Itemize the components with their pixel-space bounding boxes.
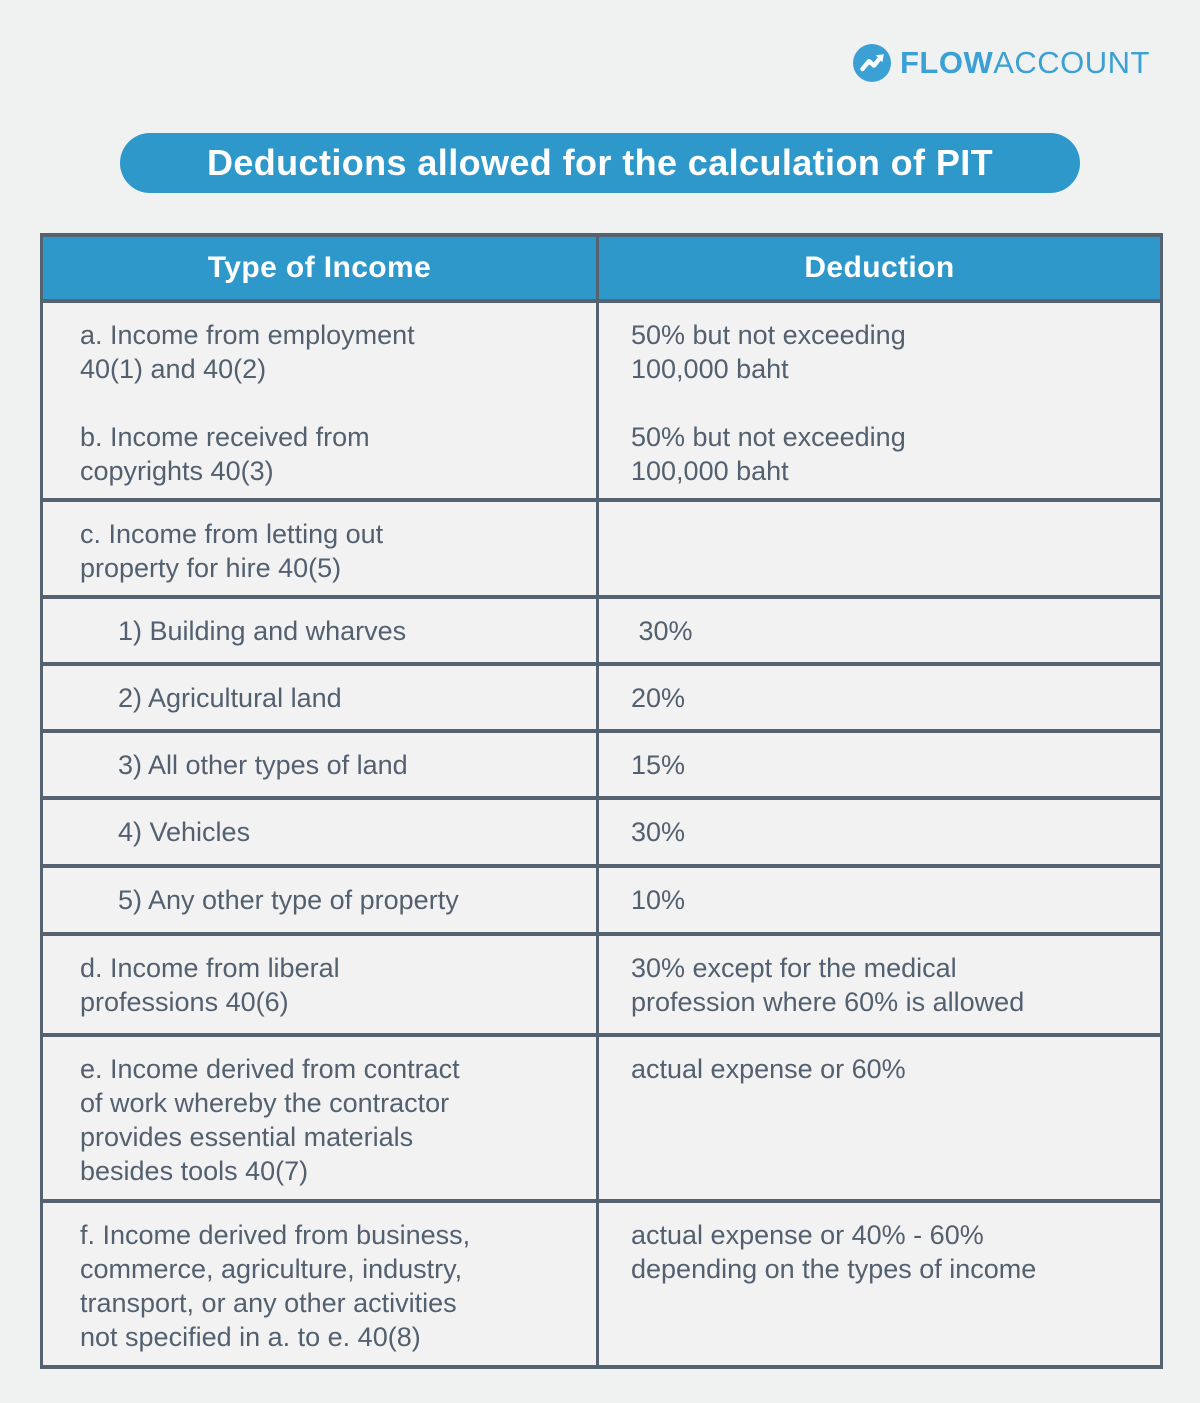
table-row-c1: 1) Building and wharves 30% xyxy=(40,595,1163,666)
deduction-item-a: 50% but not exceeding 100,000 baht xyxy=(631,318,1148,386)
income-cell: f. Income derived from business, commerc… xyxy=(40,1199,599,1369)
brand-account: ACCOUNT xyxy=(993,45,1150,80)
cell-line: 40(1) and 40(2) xyxy=(80,354,267,384)
table-row-c: c. Income from letting out property for … xyxy=(40,498,1163,599)
deduction-item-b: 50% but not exceeding 100,000 baht xyxy=(631,420,1148,488)
cell-line: 15% xyxy=(631,749,686,780)
deductions-table: Type of Income Deduction a. Income from … xyxy=(40,233,1163,1369)
cell-line: 20% xyxy=(631,682,686,713)
cell-line: c. Income from letting out xyxy=(80,519,384,549)
cell-line: commerce, agriculture, industry, xyxy=(80,1254,463,1284)
cell-line: 4) Vehicles xyxy=(118,817,251,847)
cell-line: actual expense or 60% xyxy=(631,1054,906,1084)
cell-line: provides essential materials xyxy=(80,1122,414,1152)
table-row-a-b: a. Income from employment 40(1) and 40(2… xyxy=(40,299,1163,502)
income-cell: d. Income from liberal professions 40(6) xyxy=(40,932,599,1037)
page-title: Deductions allowed for the calculation o… xyxy=(206,142,994,183)
deduction-cell: 20% xyxy=(596,662,1163,733)
cell-line: 50% but not exceeding xyxy=(631,422,906,452)
cell-line: 10% xyxy=(631,885,686,915)
cell-line: 100,000 baht xyxy=(631,354,789,384)
cell-line: professions 40(6) xyxy=(80,987,289,1017)
deduction-cell: 30% except for the medical profession wh… xyxy=(596,932,1163,1037)
table-row-e: e. Income derived from contract of work … xyxy=(40,1033,1163,1203)
income-cell: 3) All other types of land xyxy=(40,729,599,800)
page-title-banner: Deductions allowed for the calculation o… xyxy=(120,133,1080,193)
cell-line: 100,000 baht xyxy=(631,456,789,486)
flowaccount-logo: FLOWACCOUNT xyxy=(852,44,1150,82)
cell-line: e. Income derived from contract xyxy=(80,1054,460,1084)
table-row-c4: 4) Vehicles 30% xyxy=(40,796,1163,868)
cell-line: f. Income derived from business, xyxy=(80,1220,471,1250)
cell-line: 3) All other types of land xyxy=(118,749,408,780)
column-header-deduction: Deduction xyxy=(596,233,1163,303)
income-cell: a. Income from employment 40(1) and 40(2… xyxy=(40,299,599,502)
table-row-f: f. Income derived from business, commerc… xyxy=(40,1199,1163,1369)
cell-line: b. Income received from xyxy=(80,422,370,452)
cell-line: transport, or any other activities xyxy=(80,1288,457,1318)
cell-line: 30% xyxy=(631,615,693,646)
cell-line: 30% xyxy=(631,817,686,847)
cell-line: 1) Building and wharves xyxy=(118,615,407,646)
cell-line: copyrights 40(3) xyxy=(80,456,274,486)
deduction-cell: 50% but not exceeding 100,000 baht 50% b… xyxy=(596,299,1163,502)
cell-line: property for hire 40(5) xyxy=(80,553,342,583)
income-cell: e. Income derived from contract of work … xyxy=(40,1033,599,1203)
cell-line: a. Income from employment xyxy=(80,320,415,350)
income-item-b: b. Income received from copyrights 40(3) xyxy=(80,420,584,488)
income-cell: c. Income from letting out property for … xyxy=(40,498,599,599)
income-cell: 1) Building and wharves xyxy=(40,595,599,666)
deduction-cell: actual expense or 40% - 60% depending on… xyxy=(596,1199,1163,1369)
cell-line: besides tools 40(7) xyxy=(80,1156,309,1186)
trend-up-arrow-icon xyxy=(852,44,891,82)
deduction-cell: 30% xyxy=(596,796,1163,868)
cell-line: 30% except for the medical xyxy=(631,953,957,983)
header-row: Type of Income Deduction xyxy=(40,233,1163,303)
table-row-c5: 5) Any other type of property 10% xyxy=(40,864,1163,936)
cell-line: profession where 60% is allowed xyxy=(631,987,1025,1017)
cell-line: 2) Agricultural land xyxy=(118,682,342,713)
income-cell: 4) Vehicles xyxy=(40,796,599,868)
cell-line: depending on the types of income xyxy=(631,1254,1037,1284)
deduction-cell: 10% xyxy=(596,864,1163,936)
deduction-cell: actual expense or 60% xyxy=(596,1033,1163,1203)
cell-line: d. Income from liberal xyxy=(80,953,340,983)
cell-line: of work whereby the contractor xyxy=(80,1088,450,1118)
income-cell: 2) Agricultural land xyxy=(40,662,599,733)
deduction-cell xyxy=(596,498,1163,599)
brand-flow: FLOW xyxy=(899,45,994,80)
cell-line: 5) Any other type of property xyxy=(118,885,459,915)
deduction-cell: 30% xyxy=(596,595,1163,666)
income-cell: 5) Any other type of property xyxy=(40,864,599,936)
cell-line: actual expense or 40% - 60% xyxy=(631,1220,984,1250)
deduction-cell: 15% xyxy=(596,729,1163,800)
cell-line: 50% but not exceeding xyxy=(631,320,906,350)
table-row-c3: 3) All other types of land 15% xyxy=(40,729,1163,800)
table-row-c2: 2) Agricultural land 20% xyxy=(40,662,1163,733)
brand-wordmark: FLOWACCOUNT xyxy=(900,45,1150,81)
income-item-a: a. Income from employment 40(1) and 40(2… xyxy=(80,318,584,386)
cell-line: not specified in a. to e. 40(8) xyxy=(80,1322,421,1352)
column-header-type-of-income: Type of Income xyxy=(40,233,599,303)
table-row-d: d. Income from liberal professions 40(6)… xyxy=(40,932,1163,1037)
